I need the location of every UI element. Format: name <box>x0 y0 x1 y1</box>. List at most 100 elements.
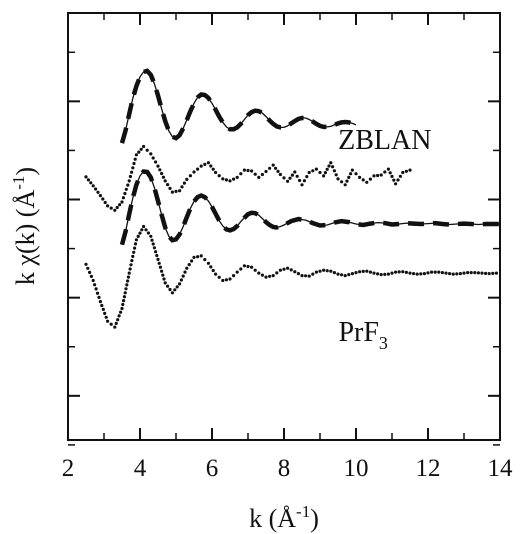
series-3-point <box>433 270 437 274</box>
series-1-point <box>158 168 162 172</box>
series-3-point <box>332 271 336 275</box>
series-3-point <box>412 272 416 276</box>
series-3-point <box>275 271 279 275</box>
series-1-point <box>349 172 353 176</box>
series-3-point <box>155 253 159 258</box>
series-1-point <box>332 169 336 173</box>
series-3-point <box>350 272 354 276</box>
series-3-point <box>347 273 351 277</box>
series-3-point <box>187 263 191 267</box>
series-1-point <box>124 187 128 191</box>
series-3-point <box>440 271 444 275</box>
series-3-point <box>264 275 268 279</box>
series-1-point <box>168 186 172 190</box>
series-1-point <box>322 174 326 178</box>
series-3-point <box>126 279 130 283</box>
series-3-point <box>122 295 126 299</box>
series-3-point <box>123 291 127 295</box>
x-tick-label: 8 <box>278 455 291 482</box>
series-3-point <box>162 277 166 281</box>
series-1-point <box>224 178 228 182</box>
series-3-point <box>221 278 225 283</box>
series-3-point <box>104 315 108 319</box>
series-3-point <box>158 265 162 269</box>
series-3-point <box>86 266 90 270</box>
series-3-point <box>444 271 448 275</box>
x-tick-label: 12 <box>416 455 441 482</box>
series-3-point <box>455 272 459 276</box>
series-3-point <box>122 299 126 303</box>
series-1-point <box>334 173 338 177</box>
series-3-point <box>466 271 470 275</box>
series-1-point <box>347 175 351 179</box>
series-3-point <box>152 246 156 250</box>
x-axis-ticks <box>67 13 501 440</box>
series-3-point <box>390 271 394 275</box>
series-3-point <box>93 283 97 287</box>
series-3-point <box>106 319 110 323</box>
series-1-point <box>228 179 232 183</box>
series-3-point <box>322 268 326 272</box>
series-3-point <box>304 274 308 278</box>
series-3-point <box>163 281 167 285</box>
series-3-point <box>132 250 136 254</box>
x-tick-label: 14 <box>488 455 514 482</box>
series-1-point <box>235 175 239 179</box>
series-1-point <box>134 153 138 157</box>
series-1-point <box>327 164 331 168</box>
series-1-point <box>253 172 257 176</box>
series-1-point <box>131 166 135 170</box>
series-3-point <box>437 270 441 274</box>
series-1-point <box>206 161 210 165</box>
series-1-point <box>151 156 155 160</box>
series-3-point <box>168 287 172 292</box>
series-3-point <box>487 272 491 276</box>
series-3-point <box>494 271 498 275</box>
series-1-point <box>288 176 292 180</box>
series-3-point <box>462 271 466 275</box>
series-3-point <box>120 306 124 311</box>
series-1-point <box>331 165 335 169</box>
series-3-point <box>361 269 365 273</box>
series-1-point <box>282 176 286 180</box>
y-axis-title: k χ(k) (Å-1) <box>9 167 40 285</box>
series-3-point <box>181 274 185 278</box>
series-1-point <box>123 191 127 196</box>
series-1-point <box>98 194 102 198</box>
series-1-point <box>264 169 268 174</box>
series-3-point <box>109 322 113 326</box>
series-1-point <box>121 196 125 200</box>
series-1-point <box>257 175 261 179</box>
series-3-point <box>480 271 484 275</box>
series-3-point <box>150 238 154 242</box>
annotation-prf3: PrF3 <box>338 317 387 353</box>
series-1-point <box>192 170 196 174</box>
series-1-point <box>180 185 184 189</box>
series-1-point <box>386 167 390 171</box>
series-1-point <box>278 172 282 177</box>
series-1-point <box>91 184 95 188</box>
series-3-point <box>415 272 419 276</box>
series-3-point <box>257 271 261 275</box>
series-3-point <box>318 269 322 273</box>
series-3-point <box>183 270 187 274</box>
series-3-point <box>246 264 250 269</box>
series-1-point <box>268 166 272 170</box>
series-3-point <box>268 274 272 278</box>
series-3-point <box>491 271 495 275</box>
series-1-point <box>379 173 383 177</box>
series-1-point <box>209 164 213 168</box>
series-3-point <box>473 271 477 275</box>
series-3-point <box>217 275 221 279</box>
series-3-point <box>157 261 161 265</box>
series-1-point <box>323 171 327 175</box>
series-3-point <box>138 231 142 235</box>
annotation-zblan: ZBLAN <box>338 125 431 156</box>
series-3-point <box>134 238 138 242</box>
series-1-point <box>302 179 306 183</box>
series-3-point <box>166 284 170 288</box>
series-3-point <box>178 282 182 286</box>
series-3-point <box>397 270 401 274</box>
series-1-point <box>161 175 165 179</box>
series-1-point <box>290 173 294 177</box>
